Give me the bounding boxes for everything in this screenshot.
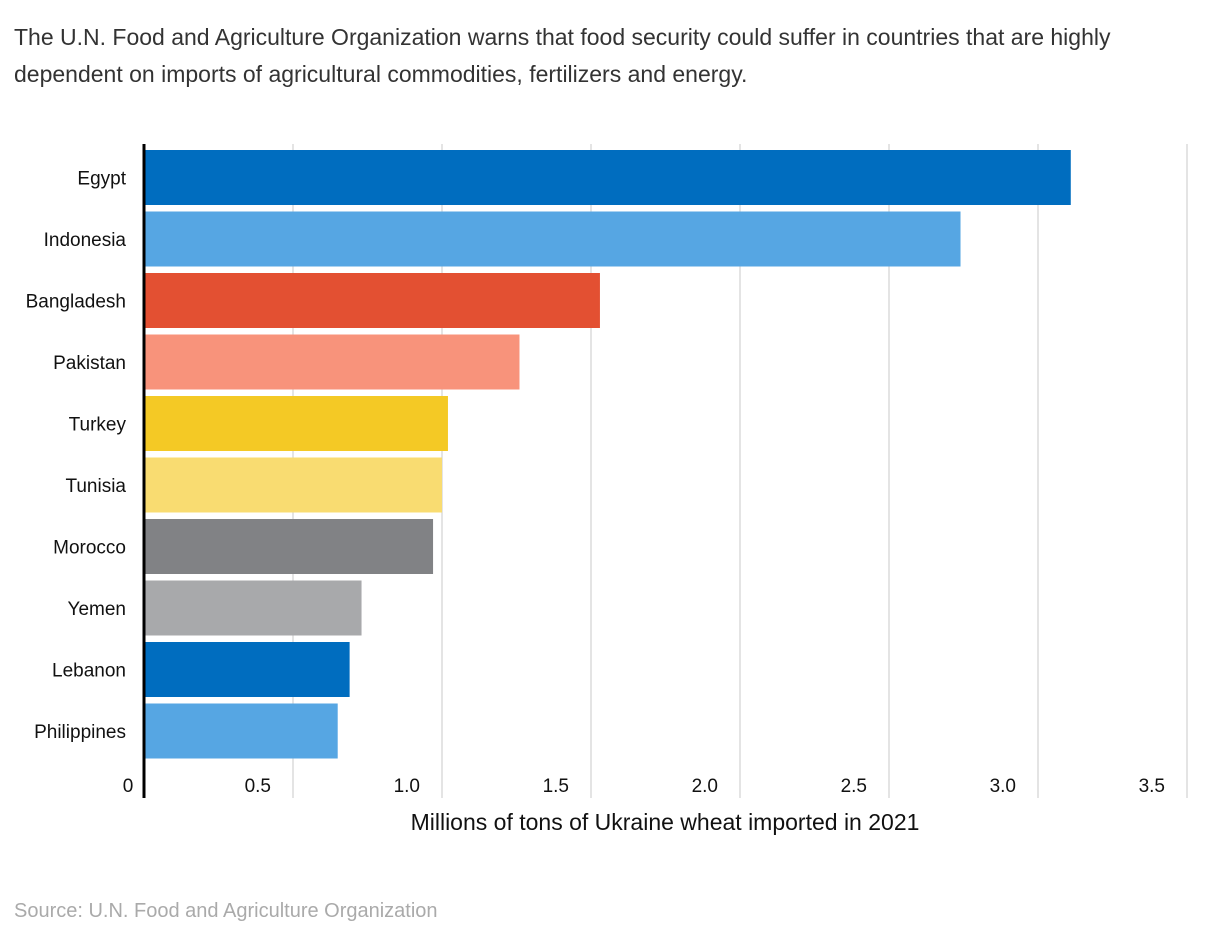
x-tick-label: 0 (123, 776, 134, 797)
category-label: Lebanon (52, 661, 126, 682)
x-tick-label: 1.0 (394, 776, 420, 797)
x-tick-label: 0.5 (245, 776, 271, 797)
category-label: Egypt (77, 169, 126, 190)
bar-turkey (144, 396, 448, 451)
bar-indonesia (144, 211, 961, 267)
chart-subtitle: The U.N. Food and Agriculture Organizati… (14, 24, 1111, 87)
bar-egypt (144, 150, 1071, 205)
bar-morocco (144, 519, 434, 574)
category-label: Turkey (69, 415, 127, 436)
bar-bangladesh (144, 273, 600, 328)
x-tick-label: 3.0 (990, 776, 1016, 797)
bar-chart: Egypt Indonesia Bangladesh Pakistan Turkey Tu… (26, 144, 1188, 835)
category-labels: Egypt Indonesia Bangladesh Pakistan Turkey Tu… (26, 169, 127, 744)
x-tick-label: 1.5 (543, 776, 569, 797)
x-tick-label: 2.0 (692, 776, 718, 797)
bar-pakistan (144, 334, 520, 390)
x-axis-title: Millions of tons of Ukraine wheat import… (411, 809, 920, 835)
category-label: Pakistan (53, 353, 126, 374)
category-label: Morocco (53, 538, 126, 559)
bar-lebanon (144, 642, 350, 697)
category-label: Tunisia (65, 476, 126, 497)
tick-labels: 0 0.5 1.0 1.5 2.0 2.5 3.0 3.5 (123, 776, 1165, 797)
bars (144, 150, 1071, 759)
x-tick-label: 2.5 (841, 776, 867, 797)
category-label: Bangladesh (26, 292, 126, 313)
bar-yemen (144, 580, 362, 636)
category-label: Indonesia (44, 230, 127, 251)
x-tick-label: 3.5 (1139, 776, 1165, 797)
bar-philippines (144, 703, 338, 759)
category-label: Yemen (68, 599, 126, 620)
source-note: Source: U.N. Food and Agriculture Organi… (14, 900, 438, 922)
bar-tunisia (144, 457, 442, 513)
category-label: Philippines (34, 722, 126, 743)
